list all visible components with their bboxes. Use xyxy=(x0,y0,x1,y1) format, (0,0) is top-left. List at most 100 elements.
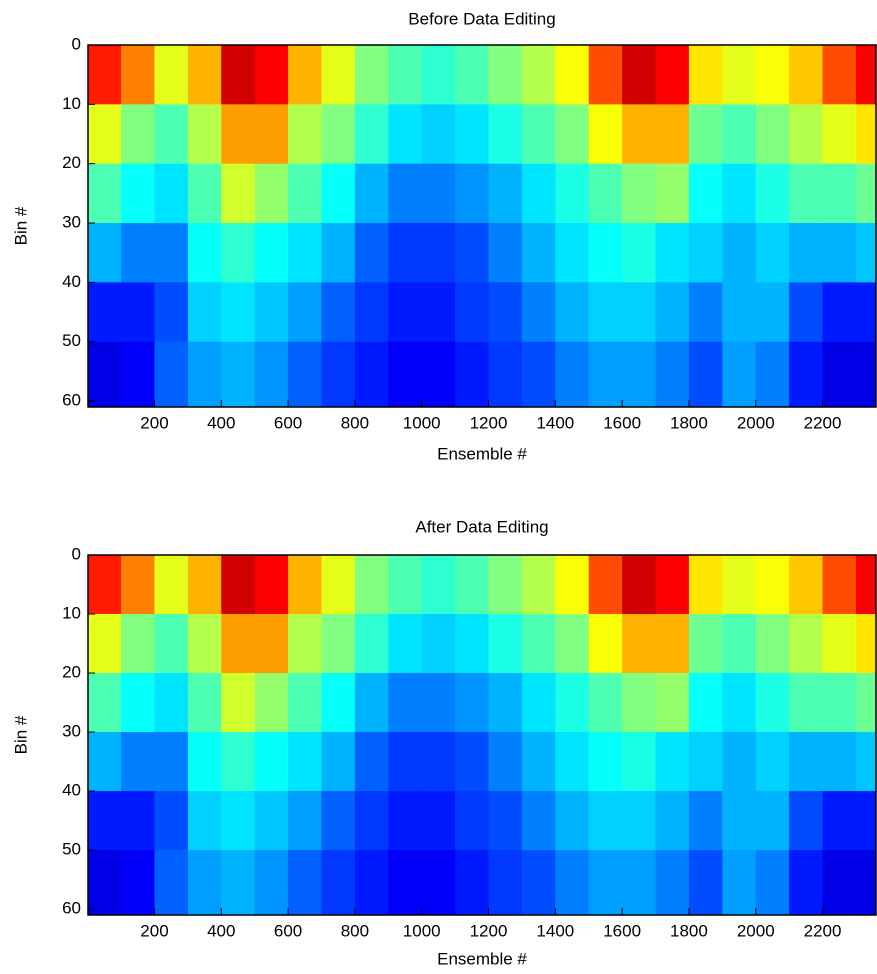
heatmap-cell xyxy=(488,850,523,915)
heatmap-cell xyxy=(88,223,122,283)
heatmap-cell xyxy=(789,223,824,283)
heatmap-cell xyxy=(789,673,824,733)
heatmap-cell xyxy=(688,791,723,851)
heatmap-cell xyxy=(655,791,690,851)
y-tick-label: 30 xyxy=(62,722,81,741)
heatmap-cell xyxy=(187,791,222,851)
heatmap-cell xyxy=(488,673,523,733)
heatmap-cell xyxy=(354,163,389,224)
heatmap-cell xyxy=(288,341,322,407)
heatmap-cell xyxy=(655,614,690,674)
y-tick-label: 20 xyxy=(62,153,81,172)
heatmap-cell xyxy=(321,163,356,224)
heatmap-cell xyxy=(822,104,857,165)
heatmap-cell xyxy=(288,673,322,733)
heatmap-cell xyxy=(555,223,590,283)
heatmap-cell xyxy=(688,282,723,343)
heatmap-cell xyxy=(488,163,523,224)
heatmap-cell xyxy=(655,555,690,615)
heatmap-cell xyxy=(154,850,189,915)
heatmap-cell xyxy=(622,341,657,407)
heatmap-cell xyxy=(789,791,824,851)
heatmap-cell xyxy=(521,791,556,851)
heatmap-cell xyxy=(187,614,222,674)
heatmap-cell xyxy=(722,45,757,105)
heatmap-cell xyxy=(421,223,456,283)
heatmap-cell xyxy=(555,341,590,407)
heatmap-cell xyxy=(154,104,189,165)
heatmap-cell xyxy=(354,850,389,915)
heatmap-cell xyxy=(622,163,657,224)
heatmap-cell xyxy=(88,341,122,407)
heatmap-cell xyxy=(154,223,189,283)
heatmap-cell xyxy=(655,104,690,165)
heatmap-cell xyxy=(254,282,289,343)
heatmap-cell xyxy=(121,732,155,792)
y-tick-label: 40 xyxy=(62,272,81,291)
heatmap-cell xyxy=(555,282,590,343)
heatmap-cell xyxy=(755,163,790,224)
heatmap-cell xyxy=(388,282,423,343)
heatmap-cell xyxy=(121,850,155,915)
heatmap-cell xyxy=(388,614,423,674)
heatmap-cell xyxy=(622,614,657,674)
y-tick-label: 60 xyxy=(62,391,81,410)
heatmap-cells xyxy=(88,555,876,915)
x-tick-label: 1200 xyxy=(470,413,508,432)
heatmap-cell xyxy=(688,850,723,915)
heatmap-cell xyxy=(421,850,456,915)
x-tick-label: 1400 xyxy=(536,413,574,432)
heatmap-cell xyxy=(388,104,423,165)
x-tick-label: 1000 xyxy=(403,921,441,940)
heatmap-cell xyxy=(855,673,876,733)
x-tick-label: 1400 xyxy=(536,921,574,940)
x-tick-label: 1800 xyxy=(670,921,708,940)
heatmap-cell xyxy=(655,673,690,733)
heatmap-cell xyxy=(655,163,690,224)
heatmap-cell xyxy=(555,850,590,915)
heatmap-cell xyxy=(588,341,623,407)
heatmap-cell xyxy=(221,614,256,674)
heatmap-cell xyxy=(488,732,523,792)
heatmap-cell xyxy=(789,45,824,105)
heatmap-cell xyxy=(388,555,423,615)
y-tick-label: 10 xyxy=(62,94,81,113)
heatmap-cell xyxy=(254,223,289,283)
heatmap-cell xyxy=(388,223,423,283)
heatmap-cell xyxy=(722,555,757,615)
heatmap-cell xyxy=(121,282,155,343)
heatmap-cell xyxy=(789,732,824,792)
heatmap-cell xyxy=(288,555,322,615)
heatmap-cell xyxy=(88,791,122,851)
heatmap-cell xyxy=(755,614,790,674)
y-axis-label: Bin # xyxy=(11,715,30,754)
heatmap-cell xyxy=(488,104,523,165)
heatmap-cell xyxy=(288,104,322,165)
heatmap-cell xyxy=(388,341,423,407)
heatmap-cell xyxy=(755,791,790,851)
heatmap-cell xyxy=(521,673,556,733)
heatmap-cell xyxy=(488,555,523,615)
heatmap-cell xyxy=(421,163,456,224)
heatmap-cell xyxy=(354,341,389,407)
heatmap-cell xyxy=(354,614,389,674)
heatmap-cell xyxy=(88,850,122,915)
heatmap-cell xyxy=(588,791,623,851)
heatmap-cell xyxy=(455,104,490,165)
heatmap-cell xyxy=(221,341,256,407)
heatmap-cell xyxy=(722,732,757,792)
heatmap-cell xyxy=(622,791,657,851)
heatmap-cell xyxy=(321,341,356,407)
heatmap-cell xyxy=(655,223,690,283)
heatmap-cell xyxy=(488,45,523,105)
x-axis-label: Ensemble # xyxy=(437,444,527,463)
heatmap-cell xyxy=(455,555,490,615)
heatmap-cell xyxy=(789,104,824,165)
heatmap-cell xyxy=(321,850,356,915)
heatmap-cell xyxy=(588,163,623,224)
heatmap-cell xyxy=(488,341,523,407)
chart-title: Before Data Editing xyxy=(408,9,555,28)
heatmap-cell xyxy=(321,732,356,792)
x-tick-label: 1600 xyxy=(603,413,641,432)
